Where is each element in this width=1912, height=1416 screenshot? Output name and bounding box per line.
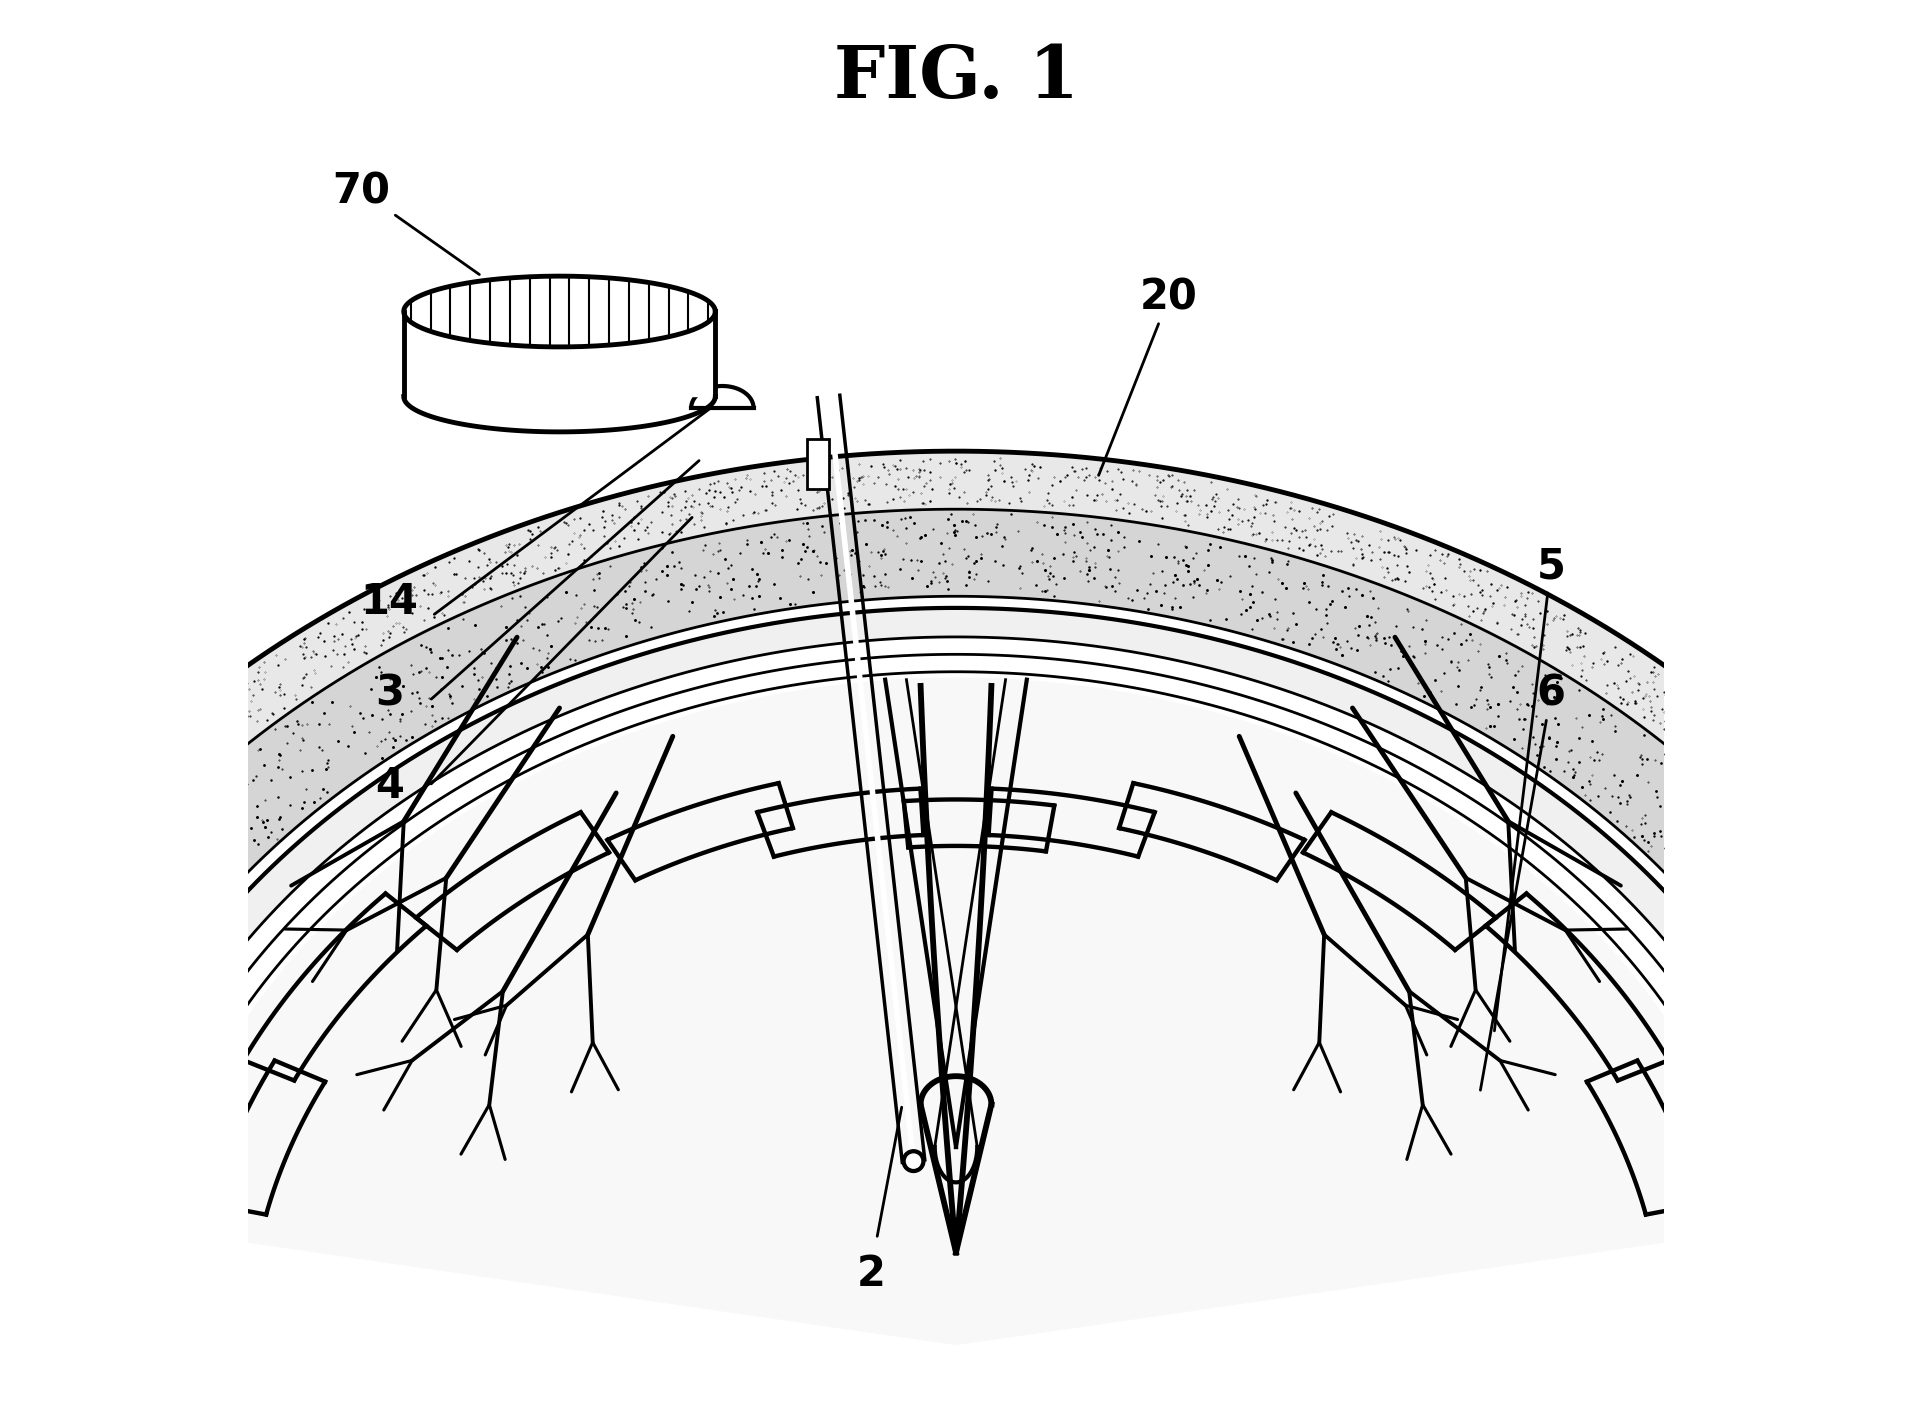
Circle shape bbox=[902, 1150, 925, 1172]
Text: 5: 5 bbox=[1495, 545, 1566, 1031]
Text: 2: 2 bbox=[857, 1253, 885, 1296]
Polygon shape bbox=[71, 607, 1841, 1222]
Text: 4: 4 bbox=[375, 765, 403, 807]
Text: 70: 70 bbox=[333, 170, 480, 275]
Text: 20: 20 bbox=[1099, 276, 1199, 476]
Text: 6: 6 bbox=[1480, 673, 1566, 1090]
Text: FIG. 1: FIG. 1 bbox=[834, 42, 1078, 113]
Text: 3: 3 bbox=[375, 673, 403, 715]
Polygon shape bbox=[155, 678, 1757, 1345]
Polygon shape bbox=[692, 387, 753, 408]
Polygon shape bbox=[0, 452, 1912, 1199]
Circle shape bbox=[906, 1154, 920, 1168]
Bar bbox=[807, 439, 828, 489]
Polygon shape bbox=[403, 276, 715, 347]
Text: 14: 14 bbox=[361, 581, 419, 623]
Polygon shape bbox=[0, 510, 1912, 1215]
